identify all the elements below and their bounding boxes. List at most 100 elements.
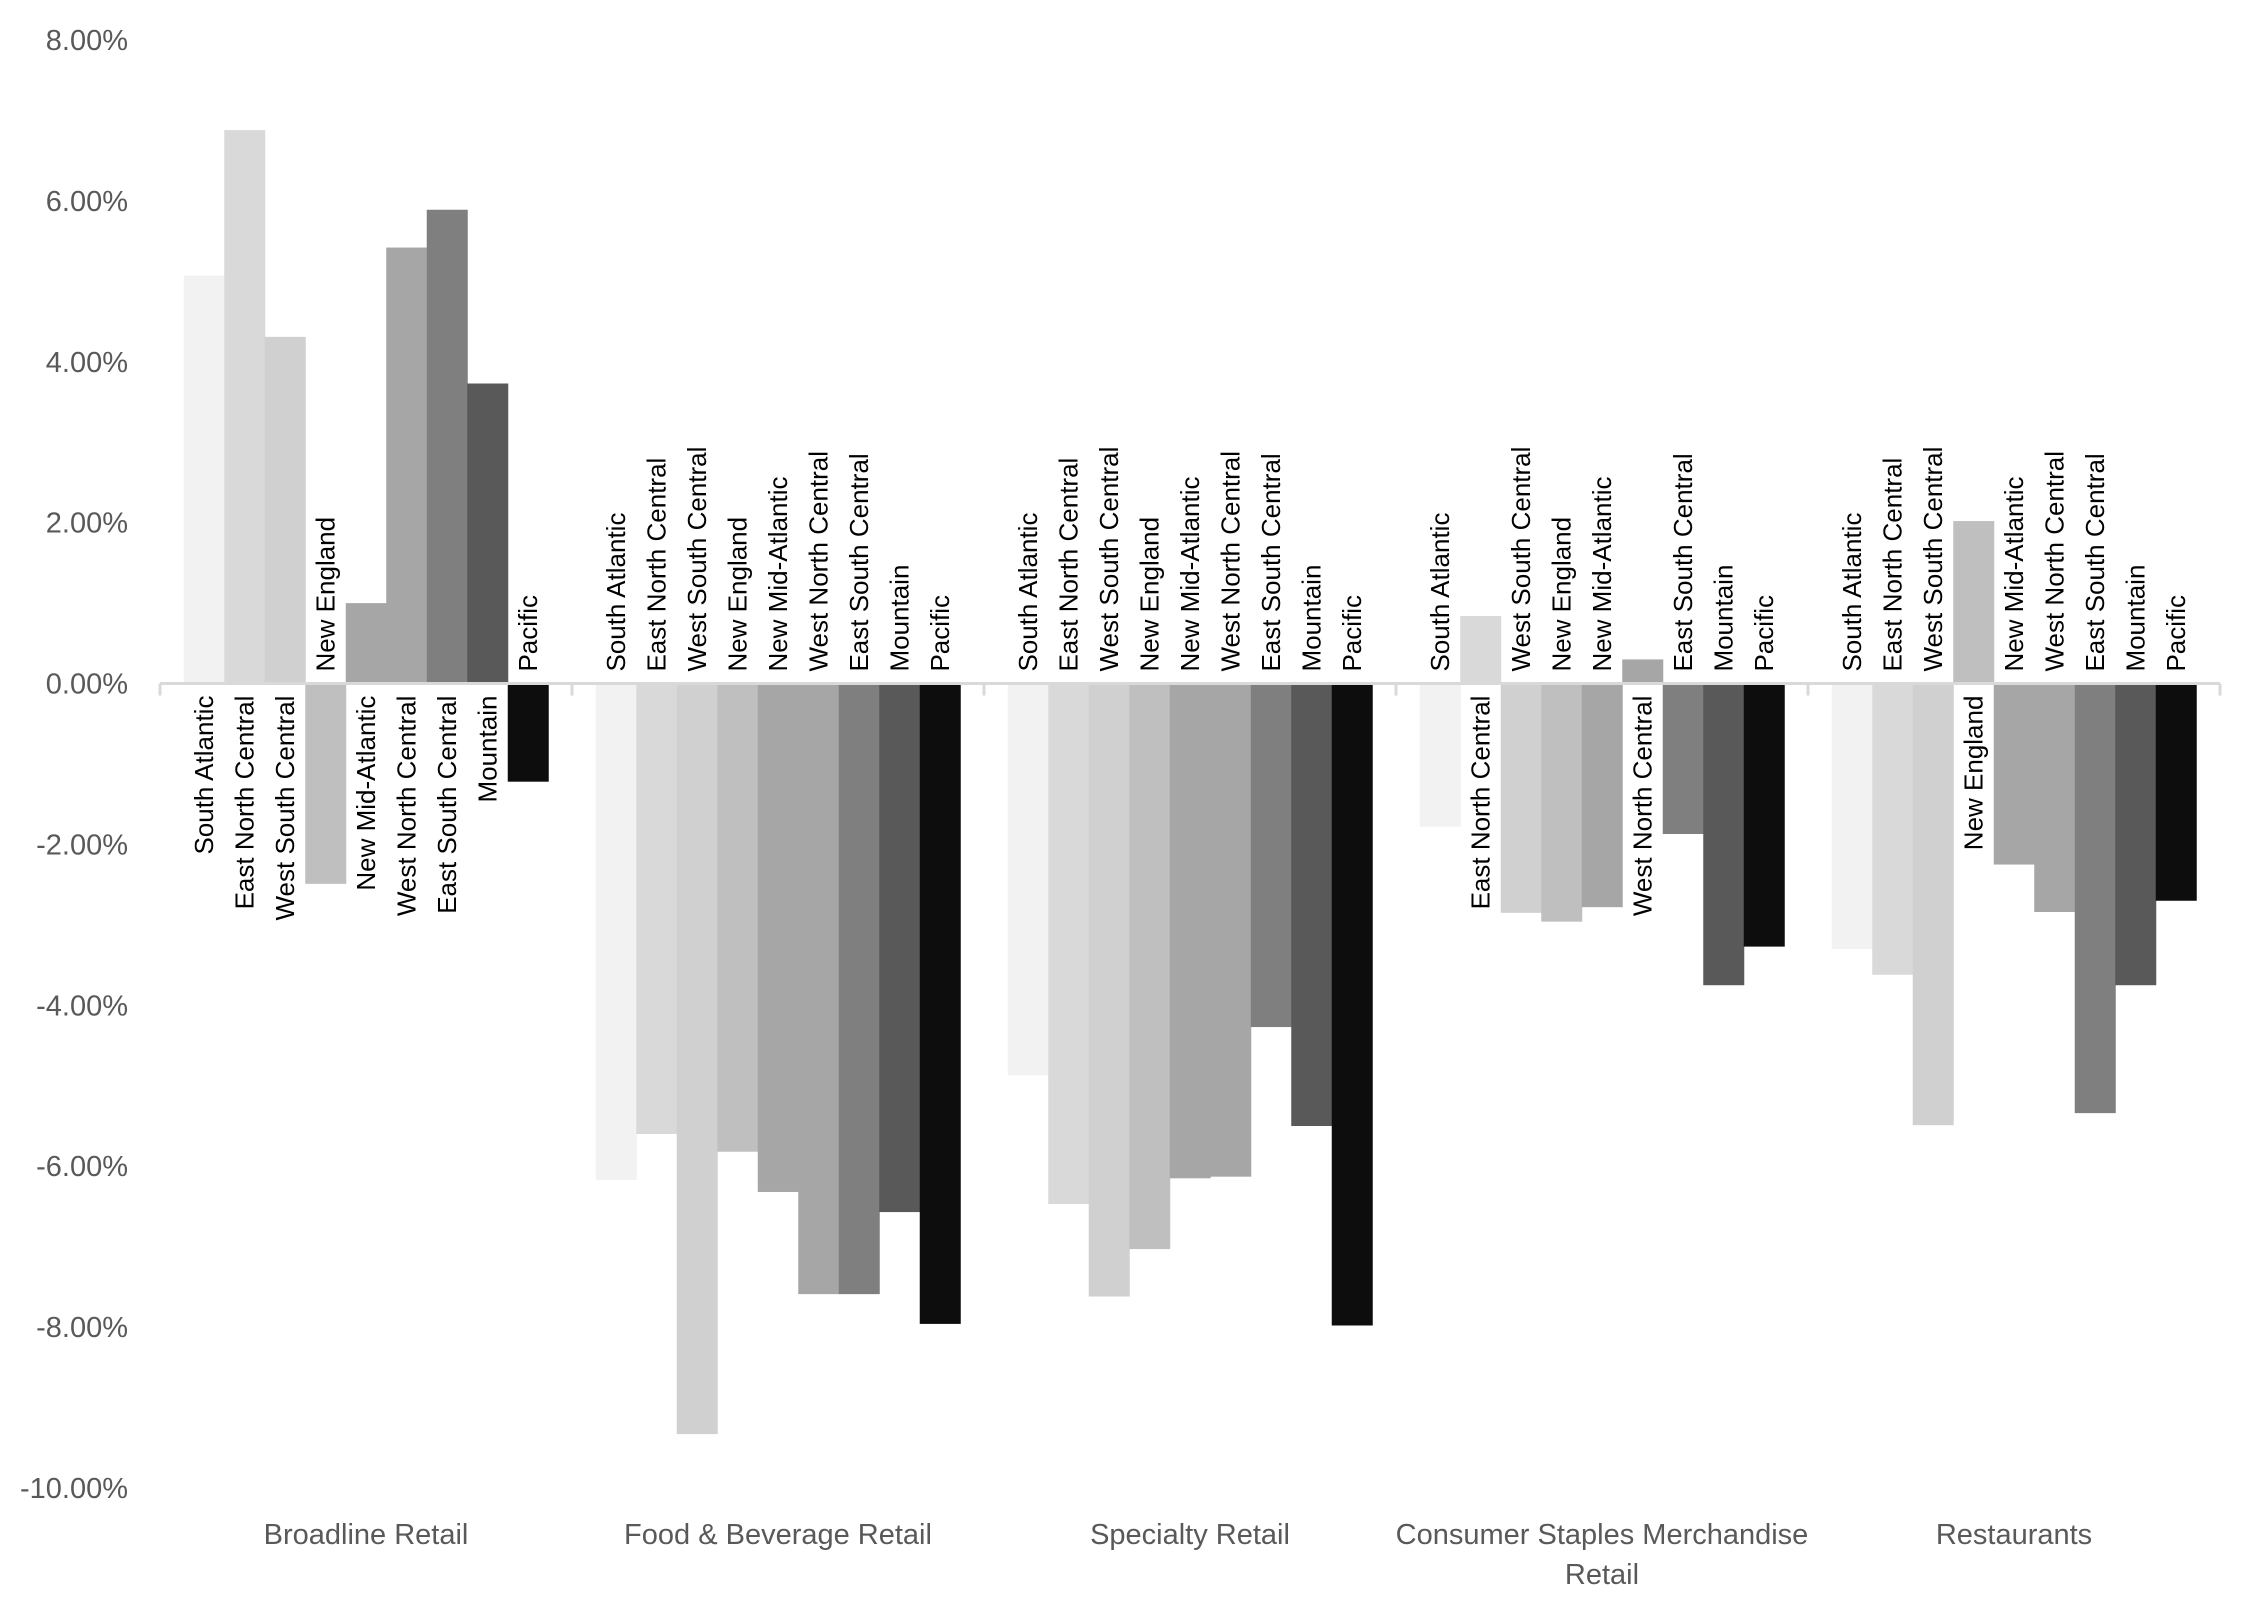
bar-east-south-central xyxy=(838,683,880,1295)
bar-new-england xyxy=(1541,683,1583,922)
bar-label: East North Central xyxy=(230,696,260,910)
bar-label: East North Central xyxy=(1878,458,1908,672)
bar-pacific xyxy=(1331,683,1373,1326)
bar-west-north-central xyxy=(2034,683,2076,913)
bar-label: West South Central xyxy=(682,447,712,672)
bar-new-mid-atlantic xyxy=(757,683,799,1192)
bar-label: West South Central xyxy=(1918,447,1948,672)
y-tick-label: 0.00% xyxy=(46,669,128,701)
bar-mountain xyxy=(467,383,509,684)
bar-label: New England xyxy=(723,517,753,672)
bar-new-england xyxy=(305,683,347,884)
bar-mountain xyxy=(879,683,921,1213)
bar-label: Pacific xyxy=(2161,595,2191,672)
bar-east-north-central xyxy=(224,130,266,684)
bar-mountain xyxy=(1291,683,1333,1126)
bar-label: West South Central xyxy=(1094,447,1124,672)
bar-east-south-central xyxy=(2074,683,2116,1114)
y-tick-label: 4.00% xyxy=(46,347,128,379)
bar-label: Pacific xyxy=(1749,595,1779,672)
bar-new-mid-atlantic xyxy=(1169,683,1211,1179)
bar-label: New Mid-Atlantic xyxy=(763,476,793,671)
bar-east-north-central xyxy=(1048,683,1090,1205)
bar-west-south-central xyxy=(1912,683,1954,1126)
bar-new-mid-atlantic xyxy=(1993,683,2035,865)
bar-label: New England xyxy=(311,517,341,672)
bar-pacific xyxy=(919,683,961,1324)
bar-label: West North Central xyxy=(1628,696,1658,917)
category-label: Retail xyxy=(1565,1559,1639,1591)
bar-south-atlantic xyxy=(1831,683,1873,950)
bar-label: West North Central xyxy=(804,451,834,672)
bar-label: Pacific xyxy=(925,595,955,672)
bar-label: East South Central xyxy=(2080,453,2110,671)
category-label: Specialty Retail xyxy=(1090,1519,1290,1551)
bar-label: West North Central xyxy=(1216,451,1246,672)
bar-west-north-central xyxy=(798,683,840,1295)
bar-label: South Atlantic xyxy=(1837,513,1867,672)
zero-axis xyxy=(158,682,2222,696)
bar-west-south-central xyxy=(676,683,718,1435)
bar-west-north-central xyxy=(1622,659,1664,684)
bar-east-north-central xyxy=(1872,683,1914,975)
bar-east-north-central xyxy=(1460,615,1502,684)
category-label: Restaurants xyxy=(1936,1519,2092,1551)
y-tick-label: 2.00% xyxy=(46,508,128,540)
bar-pacific xyxy=(2155,683,2197,901)
bar-label: East South Central xyxy=(1668,453,1698,671)
y-tick-label: -2.00% xyxy=(36,829,128,861)
bar-east-north-central xyxy=(636,683,678,1135)
bar-label: New England xyxy=(1547,517,1577,672)
bar-label: South Atlantic xyxy=(601,513,631,672)
y-tick-label: -8.00% xyxy=(36,1312,128,1344)
bar-label: New Mid-Atlantic xyxy=(1175,476,1205,671)
bar-south-atlantic xyxy=(1419,683,1461,827)
bar-label: South Atlantic xyxy=(1425,513,1455,672)
category-label: Food & Beverage Retail xyxy=(624,1519,932,1551)
bar-label: East South Central xyxy=(844,453,874,671)
bar-label: East North Central xyxy=(1054,458,1084,672)
bar-label: New Mid-Atlantic xyxy=(351,696,381,891)
bar-east-south-central xyxy=(1662,683,1704,834)
bar-label: West North Central xyxy=(392,696,422,917)
bar-label: Mountain xyxy=(1709,565,1739,672)
bar-pacific xyxy=(507,683,549,782)
bar-mountain xyxy=(2115,683,2157,986)
bar-label: Mountain xyxy=(2121,565,2151,672)
bar-label: Mountain xyxy=(473,696,503,803)
category-labels: Broadline Retail Food & Beverage Retail Sp… xyxy=(264,1519,2093,1591)
bar-label: East South Central xyxy=(1256,453,1286,671)
bar-label: New Mid-Atlantic xyxy=(1999,476,2029,671)
bar-west-north-central xyxy=(386,247,428,684)
bar-labels: South Atlantic East North Central West Sou… xyxy=(189,447,2191,921)
bar-label: South Atlantic xyxy=(1013,513,1043,672)
bar-east-south-central xyxy=(1250,683,1292,1028)
bar-label: New England xyxy=(1135,517,1165,672)
y-tick-label: -6.00% xyxy=(36,1151,128,1183)
bar-label: Mountain xyxy=(1297,565,1327,672)
bar-label: New England xyxy=(1959,696,1989,851)
bar-label: New Mid-Atlantic xyxy=(1587,476,1617,671)
y-axis: 8.00% 6.00% 4.00% 2.00% 0.00% -2.00% -4.00% -6.… xyxy=(20,25,128,1505)
y-tick-label: -10.00% xyxy=(20,1473,128,1505)
category-label: Broadline Retail xyxy=(264,1519,469,1551)
bar-label: Pacific xyxy=(1337,595,1367,672)
bar-pacific xyxy=(1743,683,1785,947)
y-tick-label: -4.00% xyxy=(36,990,128,1022)
bar-label: Mountain xyxy=(885,565,915,672)
y-tick-label: 8.00% xyxy=(46,25,128,57)
bar-west-north-central xyxy=(1210,683,1252,1177)
bar-south-atlantic xyxy=(183,275,225,684)
bar-west-south-central xyxy=(1500,683,1542,913)
bar-west-south-central xyxy=(264,336,306,684)
bar-label: East North Central xyxy=(642,458,672,672)
category-label: Consumer Staples Merchandise xyxy=(1396,1519,1809,1551)
bar-new-mid-atlantic xyxy=(1581,683,1623,908)
bar-new-england xyxy=(717,683,759,1152)
bar-new-mid-atlantic xyxy=(345,603,387,684)
bar-label: East North Central xyxy=(1466,696,1496,910)
bar-label: West South Central xyxy=(1506,447,1536,672)
bar-south-atlantic xyxy=(1007,683,1049,1076)
bar-south-atlantic xyxy=(595,683,637,1180)
